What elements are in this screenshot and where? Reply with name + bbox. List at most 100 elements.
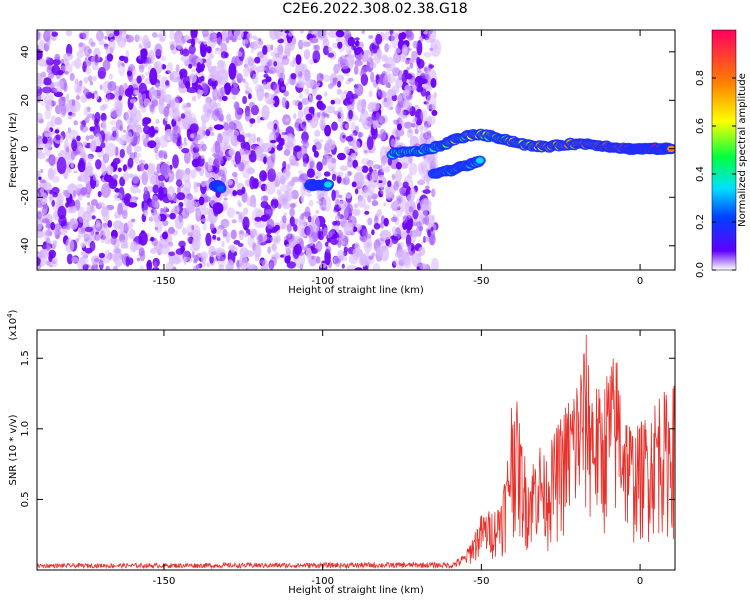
noise-speck	[62, 53, 74, 61]
noise-speck	[347, 77, 354, 82]
noise-speck	[71, 256, 79, 263]
noise-speck	[217, 256, 226, 268]
noise-speck	[315, 176, 319, 179]
noise-speck	[346, 161, 353, 168]
noise-speck	[139, 162, 145, 172]
noise-speck	[339, 112, 344, 118]
noise-speck	[217, 36, 222, 46]
noise-speck	[105, 265, 110, 270]
noise-speck	[151, 32, 158, 38]
noise-speck	[55, 192, 64, 208]
noise-speck	[279, 72, 286, 82]
noise-speck	[281, 86, 286, 90]
noise-speck	[242, 38, 249, 45]
noise-speck	[54, 117, 63, 126]
noise-speck	[225, 129, 233, 137]
noise-speck	[238, 212, 245, 219]
noise-speck	[158, 150, 163, 158]
noise-speck	[301, 246, 306, 251]
noise-speck	[195, 57, 203, 65]
noise-speck	[37, 145, 43, 155]
noise-speck	[341, 263, 345, 269]
noise-speck	[289, 154, 296, 164]
noise-speck	[249, 118, 256, 124]
noise-speck	[47, 64, 51, 70]
noise-speck	[159, 37, 166, 42]
noise-speck	[50, 222, 56, 231]
noise-speck	[37, 58, 47, 67]
noise-speck	[150, 105, 155, 109]
noise-speck	[312, 226, 320, 233]
noise-speck	[336, 88, 343, 95]
noise-speck	[260, 55, 269, 68]
noise-speck	[69, 206, 78, 214]
colorbar-tick-label: 0.0	[695, 262, 706, 278]
noise-speck	[187, 193, 192, 197]
noise-speck	[319, 118, 326, 130]
noise-speck	[65, 202, 70, 208]
noise-speck	[49, 154, 56, 169]
noise-speck	[55, 134, 61, 141]
noise-speck	[380, 246, 390, 262]
noise-speck	[190, 168, 197, 179]
noise-speck	[63, 190, 71, 199]
colorbar-label: Normalized spectral amplitude	[737, 73, 748, 227]
noise-speck	[412, 56, 417, 63]
noise-speck	[233, 240, 241, 245]
spectrogram-y-label: Frequency (Hz)	[8, 112, 19, 188]
noise-speck	[237, 217, 242, 224]
noise-speck	[244, 81, 249, 89]
noise-speck	[292, 235, 302, 244]
noise-speck	[44, 143, 53, 149]
noise-speck	[65, 238, 75, 253]
noise-speck	[334, 215, 340, 221]
noise-speck	[49, 30, 54, 33]
noise-speck	[112, 220, 124, 230]
noise-speck	[40, 71, 47, 78]
noise-speck	[126, 144, 132, 155]
noise-speck	[128, 229, 136, 240]
noise-speck	[295, 161, 300, 167]
noise-speck	[155, 118, 160, 125]
noise-speck	[337, 171, 344, 178]
noise-speck	[146, 162, 156, 174]
noise-speck	[180, 55, 187, 62]
noise-speck	[426, 180, 430, 185]
noise-speck	[238, 230, 244, 241]
noise-speck	[80, 242, 86, 248]
noise-speck	[148, 88, 158, 101]
noise-speck	[238, 161, 245, 172]
noise-speck	[82, 141, 87, 147]
noise-speck	[212, 238, 217, 243]
noise-speck	[358, 41, 364, 49]
noise-speck	[396, 123, 402, 131]
noise-speck	[368, 166, 373, 173]
noise-speck	[184, 179, 192, 193]
noise-speck	[406, 57, 411, 61]
noise-speck	[348, 171, 353, 176]
noise-speck	[207, 164, 212, 172]
noise-speck	[215, 47, 220, 51]
noise-speck	[338, 194, 343, 199]
noise-speck	[295, 54, 302, 65]
noise-speck	[118, 186, 125, 201]
noise-speck	[326, 155, 333, 162]
noise-speck	[370, 71, 375, 83]
noise-speck	[175, 33, 183, 47]
noise-speck	[372, 263, 381, 270]
noise-speck	[349, 98, 354, 102]
noise-speck	[328, 30, 339, 38]
noise-speck	[134, 145, 142, 153]
noise-speck	[102, 59, 111, 71]
noise-speck	[100, 237, 105, 244]
noise-speck	[315, 94, 322, 101]
noise-speck	[192, 137, 198, 147]
noise-speck	[216, 102, 221, 108]
noise-speck	[361, 158, 371, 165]
noise-speck	[168, 107, 180, 119]
noise-speck	[428, 116, 436, 125]
noise-speck	[74, 81, 83, 95]
noise-speck	[430, 226, 434, 232]
noise-speck	[377, 90, 387, 99]
noise-speck	[390, 31, 400, 49]
